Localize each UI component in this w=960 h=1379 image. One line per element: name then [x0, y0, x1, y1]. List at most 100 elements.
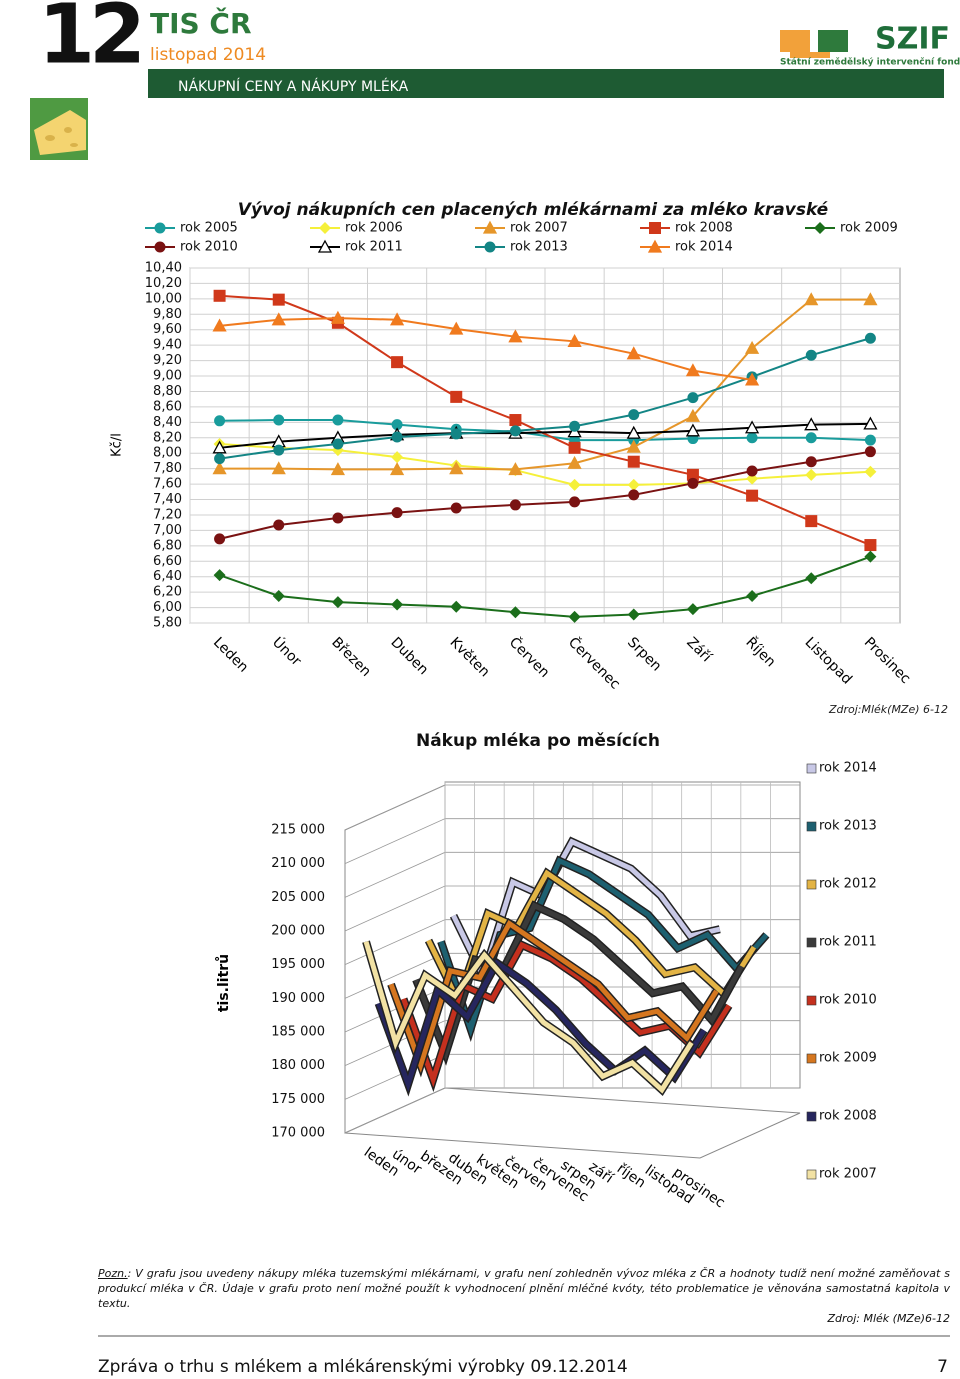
- series-line: [219, 442, 871, 486]
- marker: [568, 441, 581, 454]
- series: [213, 550, 877, 623]
- marker: [686, 468, 699, 481]
- marker: [332, 512, 344, 524]
- marker: [330, 310, 346, 324]
- marker: [391, 598, 404, 611]
- marker: [744, 420, 760, 434]
- y-tick-label: 7,80: [153, 461, 182, 476]
- y-tick-label: 8,60: [153, 399, 182, 414]
- marker: [213, 569, 226, 582]
- marker: [685, 408, 701, 422]
- legend-marker: [484, 241, 496, 253]
- marker: [863, 416, 878, 430]
- chart-title: Vývoj nákupních cen placených mlékárnami…: [238, 200, 829, 220]
- legend-swatch: [806, 763, 817, 774]
- series: [214, 332, 876, 465]
- marker: [626, 346, 641, 360]
- marker: [509, 414, 522, 427]
- marker: [212, 318, 227, 332]
- marker: [746, 465, 758, 477]
- marker: [271, 461, 286, 475]
- y-axis-label: tis.litrů: [215, 954, 232, 1012]
- marker: [450, 502, 462, 514]
- legend-label: rok 2013: [510, 240, 568, 255]
- marker: [568, 610, 581, 623]
- legend-label: rok 2008: [675, 221, 733, 236]
- y-tick-label: 200 000: [271, 924, 325, 939]
- marker: [805, 349, 817, 361]
- marker: [686, 603, 699, 616]
- marker: [805, 468, 818, 481]
- marker: [864, 550, 877, 563]
- y-tick-label: 9,20: [153, 353, 182, 368]
- series-line: [219, 317, 753, 381]
- x-tick-label: Srpen: [624, 634, 664, 674]
- marker: [450, 428, 462, 440]
- y-tick-label: 9,00: [153, 369, 182, 384]
- marker: [685, 363, 701, 377]
- chart-title: Nákup mléka po měsících: [416, 731, 660, 751]
- brand: TIS ČR: [150, 6, 252, 40]
- marker: [744, 372, 760, 386]
- marker: [804, 417, 819, 431]
- marker: [391, 451, 404, 464]
- legend-swatch: [806, 1053, 817, 1064]
- x-tick-label: Listopad: [802, 634, 855, 687]
- legend-label: rok 2008: [819, 1109, 877, 1124]
- legend-swatch: [806, 937, 817, 948]
- legend-swatch: [806, 995, 817, 1006]
- legend-marker: [319, 222, 331, 234]
- y-tick-label: 195 000: [271, 957, 325, 972]
- note-label: Pozn.: [98, 1267, 128, 1280]
- series-line: [376, 959, 707, 1092]
- legend-label: rok 2014: [675, 240, 733, 255]
- section-banner: [148, 69, 944, 98]
- marker: [805, 515, 818, 528]
- y-tick-label: 210 000: [271, 856, 325, 871]
- legend-marker: [649, 222, 661, 234]
- marker: [864, 539, 877, 552]
- legend-label: rok 2012: [819, 877, 877, 892]
- legend-marker: [647, 239, 663, 253]
- marker: [272, 589, 285, 602]
- marker: [864, 446, 876, 458]
- marker: [330, 462, 346, 476]
- y-tick-label: 6,80: [153, 538, 182, 553]
- marker: [214, 533, 226, 545]
- marker: [746, 589, 759, 602]
- marker: [626, 439, 641, 453]
- y-tick-label: 175 000: [271, 1092, 325, 1107]
- marker: [863, 292, 878, 306]
- y-tick-label: 8,20: [153, 430, 182, 445]
- marker: [805, 572, 818, 585]
- marker: [272, 293, 285, 306]
- y-tick-label: 180 000: [271, 1058, 325, 1073]
- y-tick-label: 8,40: [153, 415, 182, 430]
- y-tick-label: 7,20: [153, 507, 182, 522]
- page-number: 12: [38, 0, 140, 82]
- series-line: [426, 869, 757, 1008]
- marker: [567, 455, 582, 469]
- x-tick-label: Květen: [447, 634, 493, 680]
- series-line: [363, 940, 694, 1094]
- marker: [568, 478, 581, 491]
- marker: [864, 434, 876, 446]
- series-line: [219, 298, 871, 471]
- y-tick-label: 10,40: [145, 261, 182, 276]
- x-tick-label: Červenec: [565, 633, 625, 693]
- y-tick-label: 6,60: [153, 554, 182, 569]
- series: [424, 867, 758, 1012]
- marker: [214, 415, 226, 427]
- y-tick-label: 170 000: [271, 1126, 325, 1141]
- note: Pozn.: V grafu jsou uvedeny nákupy mléka…: [98, 1266, 950, 1326]
- y-tick-label: 7,60: [153, 477, 182, 492]
- marker: [746, 472, 759, 485]
- marker: [508, 462, 523, 476]
- legend-label: rok 2011: [345, 240, 403, 255]
- legend-marker: [482, 220, 498, 234]
- marker: [332, 438, 344, 450]
- legend-swatch: [806, 821, 817, 832]
- note-source: Zdroj: Mlék (MZe)6-12: [827, 1312, 950, 1325]
- marker: [567, 333, 582, 347]
- footer-page: 7: [937, 1357, 948, 1377]
